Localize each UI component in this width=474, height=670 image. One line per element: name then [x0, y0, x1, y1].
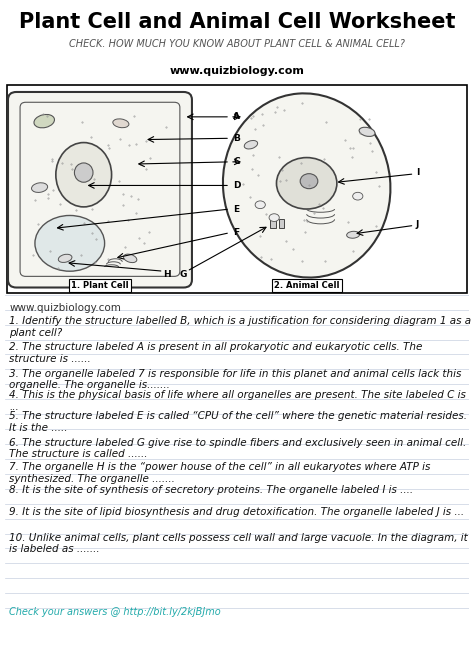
Text: 1. Plant Cell: 1. Plant Cell [71, 281, 129, 289]
Text: www.quizbiology.com: www.quizbiology.com [9, 303, 121, 313]
Ellipse shape [34, 115, 55, 128]
Ellipse shape [255, 201, 265, 208]
Text: 10. Unlike animal cells, plant cells possess cell wall and large vacuole. In the: 10. Unlike animal cells, plant cells pos… [9, 533, 468, 554]
Text: J: J [416, 220, 419, 228]
Ellipse shape [346, 231, 360, 239]
FancyBboxPatch shape [8, 92, 192, 287]
Text: www.quizbiology.com: www.quizbiology.com [170, 66, 304, 76]
Bar [271, 219, 276, 228]
Ellipse shape [58, 255, 72, 263]
Text: F: F [233, 228, 239, 237]
Text: I: I [416, 168, 419, 177]
Ellipse shape [359, 127, 375, 137]
Ellipse shape [353, 192, 363, 200]
Text: G: G [180, 270, 187, 279]
Text: Check your answers @ http://bit.ly/2kjBJmo: Check your answers @ http://bit.ly/2kjBJ… [9, 606, 221, 616]
Text: 2. Animal Cell: 2. Animal Cell [274, 281, 339, 289]
Text: H: H [164, 270, 171, 279]
Ellipse shape [223, 93, 391, 277]
Text: D: D [233, 181, 241, 190]
Text: C: C [233, 157, 240, 166]
Text: 1. Identify the structure labelled B, which is a justification for considering d: 1. Identify the structure labelled B, wh… [9, 316, 472, 338]
Bar [279, 219, 284, 228]
Text: 6. The structure labeled G give rise to spindle fibers and exclusively seen in a: 6. The structure labeled G give rise to … [9, 438, 466, 459]
Text: A: A [233, 113, 240, 121]
Text: 2. The structure labeled A is present in all prokaryotic and eukaryotic cells. T: 2. The structure labeled A is present in… [9, 342, 423, 364]
Text: 4. This is the physical basis of life where all organelles are present. The site: 4. This is the physical basis of life wh… [9, 390, 466, 411]
Ellipse shape [56, 143, 111, 207]
Ellipse shape [35, 216, 105, 271]
Ellipse shape [300, 174, 318, 189]
Text: 7. The organelle H is the “power house of the cell” in all eukaryotes where ATP : 7. The organelle H is the “power house o… [9, 462, 431, 484]
Ellipse shape [113, 119, 129, 128]
Text: 8. It is the site of synthesis of secretory proteins. The organelle labeled I is: 8. It is the site of synthesis of secret… [9, 485, 413, 495]
Text: 9. It is the site of lipid biosynthesis and drug detoxification. The organelle l: 9. It is the site of lipid biosynthesis … [9, 507, 465, 517]
Text: CHECK. HOW MUCH YOU KNOW ABOUT PLANT CELL & ANIMAL CELL?: CHECK. HOW MUCH YOU KNOW ABOUT PLANT CEL… [69, 39, 405, 49]
Text: 5. The structure labeled E is called “CPU of the cell” where the genetic materia: 5. The structure labeled E is called “CP… [9, 411, 467, 433]
Ellipse shape [74, 163, 93, 182]
Ellipse shape [244, 141, 258, 149]
Text: B: B [233, 134, 240, 143]
Text: E: E [233, 204, 239, 214]
Ellipse shape [32, 183, 47, 192]
Ellipse shape [123, 254, 137, 263]
Ellipse shape [269, 214, 279, 222]
FancyBboxPatch shape [7, 84, 467, 293]
Ellipse shape [276, 157, 337, 209]
Text: Plant Cell and Animal Cell Worksheet: Plant Cell and Animal Cell Worksheet [19, 12, 455, 32]
Text: 3. The organelle labeled 7 is responsible for life in this planet and animal cel: 3. The organelle labeled 7 is responsibl… [9, 369, 462, 390]
